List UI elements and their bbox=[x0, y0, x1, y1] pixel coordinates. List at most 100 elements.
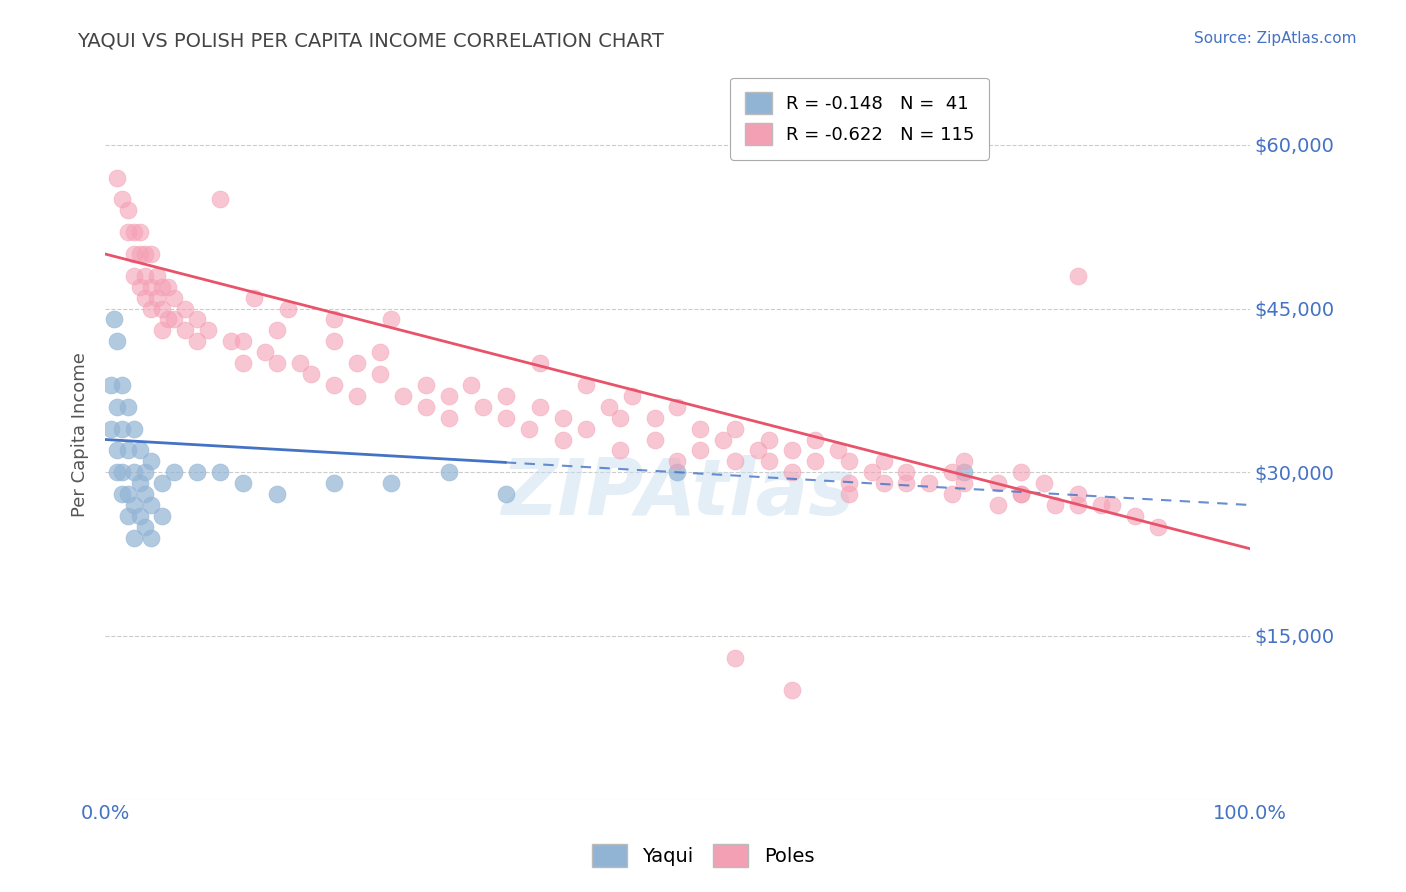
Point bbox=[941, 487, 963, 501]
Point bbox=[139, 279, 162, 293]
Point bbox=[134, 520, 156, 534]
Point bbox=[860, 465, 883, 479]
Point bbox=[666, 465, 689, 479]
Point bbox=[139, 454, 162, 468]
Point bbox=[987, 476, 1010, 491]
Point bbox=[804, 433, 827, 447]
Point bbox=[598, 400, 620, 414]
Legend: R = -0.148   N =  41, R = -0.622   N = 115: R = -0.148 N = 41, R = -0.622 N = 115 bbox=[730, 78, 988, 160]
Point bbox=[103, 312, 125, 326]
Point bbox=[145, 268, 167, 283]
Point bbox=[346, 356, 368, 370]
Point bbox=[609, 443, 631, 458]
Point bbox=[145, 291, 167, 305]
Point bbox=[134, 487, 156, 501]
Point bbox=[105, 334, 128, 349]
Point bbox=[323, 378, 346, 392]
Point bbox=[266, 487, 288, 501]
Point bbox=[117, 203, 139, 218]
Point bbox=[111, 422, 134, 436]
Point bbox=[1010, 487, 1032, 501]
Point bbox=[495, 487, 517, 501]
Point bbox=[105, 443, 128, 458]
Point bbox=[1043, 498, 1066, 512]
Point bbox=[620, 389, 643, 403]
Point bbox=[134, 465, 156, 479]
Point bbox=[122, 268, 145, 283]
Point bbox=[139, 531, 162, 545]
Point bbox=[122, 465, 145, 479]
Point bbox=[111, 193, 134, 207]
Point bbox=[288, 356, 311, 370]
Point bbox=[437, 410, 460, 425]
Point bbox=[896, 476, 918, 491]
Point bbox=[117, 487, 139, 501]
Point bbox=[758, 433, 780, 447]
Point bbox=[471, 400, 494, 414]
Point bbox=[152, 323, 174, 337]
Point bbox=[380, 476, 402, 491]
Point bbox=[666, 454, 689, 468]
Point bbox=[689, 443, 711, 458]
Point bbox=[174, 301, 197, 316]
Point bbox=[838, 454, 860, 468]
Point bbox=[122, 498, 145, 512]
Point bbox=[100, 378, 122, 392]
Point bbox=[105, 400, 128, 414]
Point bbox=[117, 400, 139, 414]
Point bbox=[952, 454, 974, 468]
Point bbox=[152, 301, 174, 316]
Point bbox=[186, 334, 208, 349]
Point bbox=[122, 422, 145, 436]
Point bbox=[918, 476, 941, 491]
Point bbox=[551, 433, 574, 447]
Point bbox=[186, 465, 208, 479]
Point bbox=[575, 378, 598, 392]
Point bbox=[1010, 465, 1032, 479]
Point bbox=[872, 476, 894, 491]
Point bbox=[1010, 487, 1032, 501]
Point bbox=[163, 465, 186, 479]
Point bbox=[128, 476, 150, 491]
Point bbox=[152, 508, 174, 523]
Text: ZIPAtlas: ZIPAtlas bbox=[501, 455, 855, 531]
Point bbox=[872, 454, 894, 468]
Point bbox=[111, 378, 134, 392]
Point bbox=[139, 498, 162, 512]
Point bbox=[827, 443, 849, 458]
Point bbox=[551, 410, 574, 425]
Point bbox=[415, 378, 437, 392]
Point bbox=[219, 334, 242, 349]
Point bbox=[128, 443, 150, 458]
Point bbox=[711, 433, 734, 447]
Point bbox=[780, 465, 803, 479]
Text: YAQUI VS POLISH PER CAPITA INCOME CORRELATION CHART: YAQUI VS POLISH PER CAPITA INCOME CORREL… bbox=[77, 31, 664, 50]
Point bbox=[987, 498, 1010, 512]
Point bbox=[644, 410, 666, 425]
Point bbox=[157, 279, 180, 293]
Point bbox=[495, 410, 517, 425]
Point bbox=[174, 323, 197, 337]
Point bbox=[495, 389, 517, 403]
Point bbox=[460, 378, 482, 392]
Point bbox=[952, 476, 974, 491]
Point bbox=[1032, 476, 1054, 491]
Point bbox=[128, 508, 150, 523]
Point bbox=[232, 334, 254, 349]
Point bbox=[163, 312, 186, 326]
Point bbox=[134, 268, 156, 283]
Y-axis label: Per Capita Income: Per Capita Income bbox=[72, 351, 89, 516]
Point bbox=[208, 465, 231, 479]
Text: Source: ZipAtlas.com: Source: ZipAtlas.com bbox=[1194, 31, 1357, 46]
Point bbox=[254, 345, 277, 359]
Point bbox=[437, 465, 460, 479]
Point bbox=[1123, 508, 1146, 523]
Point bbox=[1067, 487, 1090, 501]
Point bbox=[117, 508, 139, 523]
Point bbox=[368, 367, 391, 381]
Point bbox=[1147, 520, 1170, 534]
Point bbox=[689, 422, 711, 436]
Point bbox=[758, 454, 780, 468]
Point bbox=[266, 323, 288, 337]
Point bbox=[724, 422, 747, 436]
